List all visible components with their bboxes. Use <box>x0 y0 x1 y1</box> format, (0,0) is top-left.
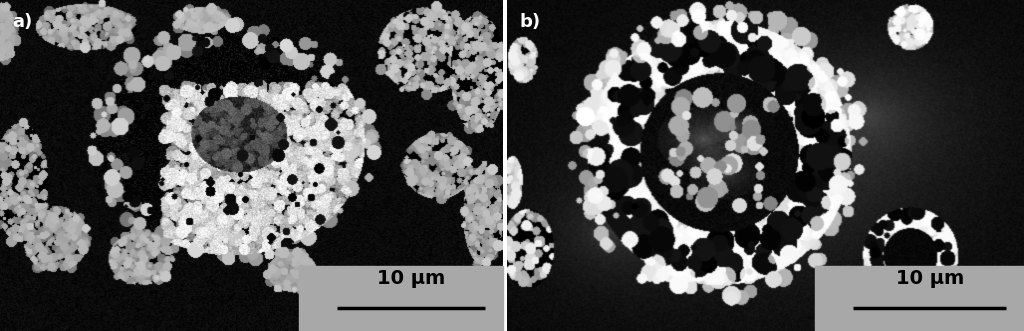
Bar <box>299 266 503 331</box>
Text: 10 μm: 10 μm <box>377 269 445 288</box>
Text: b): b) <box>520 13 541 31</box>
Bar <box>815 266 1024 331</box>
Text: 10 μm: 10 μm <box>896 269 964 288</box>
Text: a): a) <box>12 13 33 31</box>
